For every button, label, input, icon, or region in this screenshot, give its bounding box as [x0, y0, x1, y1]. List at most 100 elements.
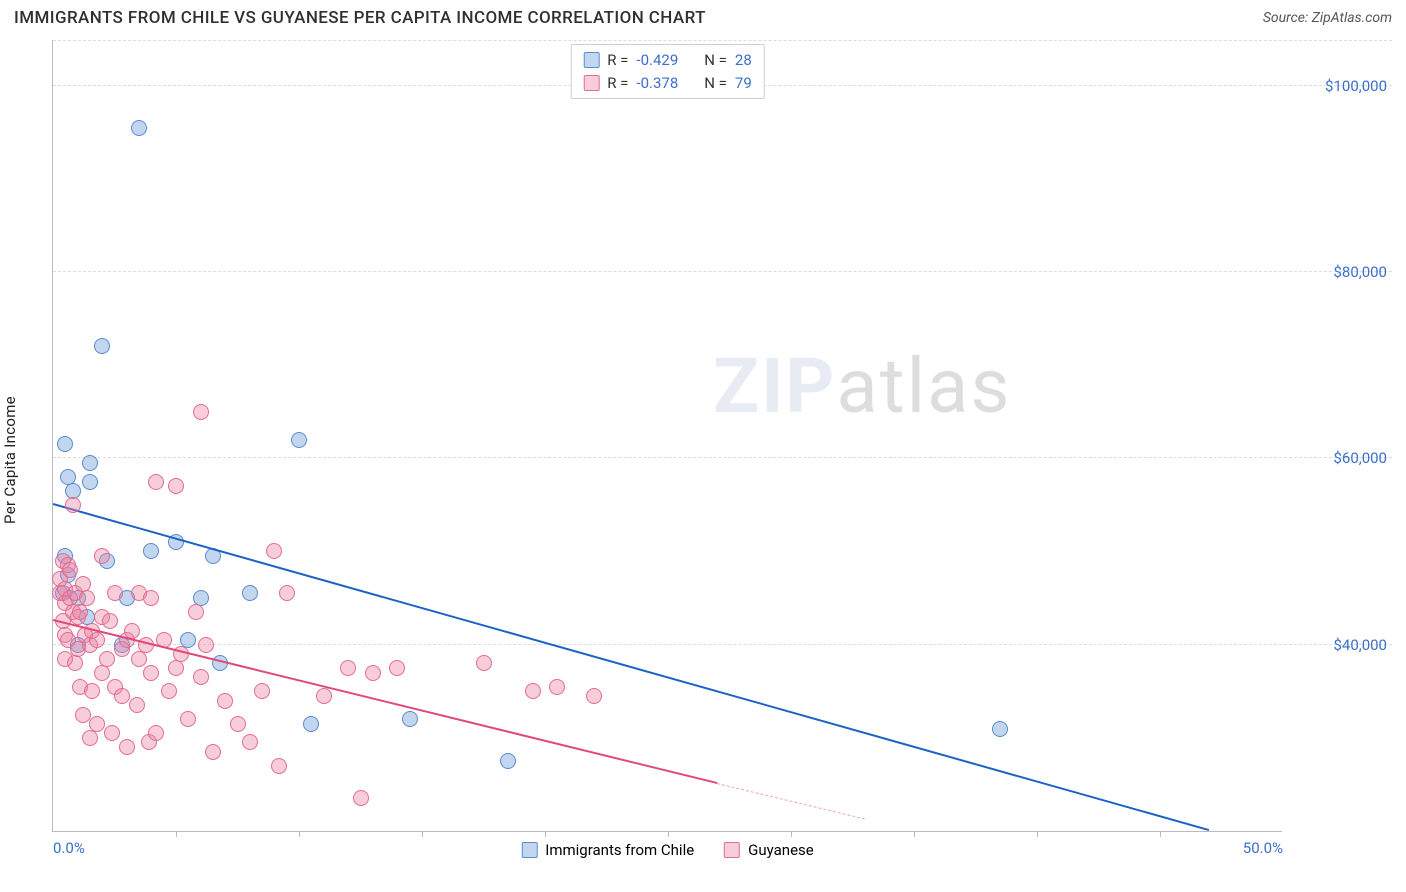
data-point-guyanese: [67, 655, 83, 671]
data-point-guyanese: [193, 404, 209, 420]
data-point-guyanese: [129, 697, 145, 713]
source-attribution: Source: ZipAtlas.com: [1263, 10, 1392, 26]
data-point-guyanese: [119, 739, 135, 755]
y-tick-label: $60,000: [1333, 449, 1387, 467]
data-point-guyanese: [525, 683, 541, 699]
data-point-guyanese: [353, 790, 369, 806]
n-label: N =: [704, 72, 727, 95]
data-point-guyanese: [104, 725, 120, 741]
data-point-guyanese: [279, 585, 295, 601]
x-minor-tick: [1160, 831, 1161, 837]
data-point-guyanese: [114, 688, 130, 704]
data-point-guyanese: [168, 478, 184, 494]
y-tick-label: $40,000: [1333, 636, 1387, 654]
data-point-chile: [402, 711, 418, 727]
data-point-guyanese: [72, 604, 88, 620]
legend-item-guyanese: Guyanese: [724, 841, 814, 859]
data-point-guyanese: [198, 637, 214, 653]
x-minor-tick: [176, 831, 177, 837]
data-point-guyanese: [242, 734, 258, 750]
y-gridline: [53, 40, 1392, 41]
legend-swatch: [583, 52, 599, 68]
legend-row-chile: R = -0.429 N = 28: [583, 49, 752, 72]
watermark: ZIPatlas: [713, 341, 1012, 431]
data-point-guyanese: [188, 604, 204, 620]
data-point-guyanese: [89, 632, 105, 648]
data-point-chile: [500, 753, 516, 769]
data-point-guyanese: [193, 669, 209, 685]
data-point-chile: [131, 120, 147, 136]
y-gridline: [53, 644, 1392, 645]
data-point-guyanese: [180, 711, 196, 727]
n-value: 79: [735, 72, 752, 95]
data-point-guyanese: [254, 683, 270, 699]
correlation-legend: R = -0.429 N = 28 R = -0.378 N = 79: [570, 44, 765, 99]
legend-swatch: [583, 75, 599, 91]
data-point-guyanese: [217, 693, 233, 709]
data-point-chile: [143, 543, 159, 559]
data-point-chile: [57, 436, 73, 452]
data-point-chile: [82, 474, 98, 490]
n-value: 28: [735, 49, 752, 72]
trend-line: [717, 783, 865, 819]
x-minor-tick: [545, 831, 546, 837]
data-point-guyanese: [89, 716, 105, 732]
data-point-guyanese: [99, 651, 115, 667]
scatter-plot-area: ZIPatlas R =-0.429N =28R =-0.378N =79 Im…: [52, 40, 1282, 832]
data-point-guyanese: [316, 688, 332, 704]
data-point-guyanese: [266, 543, 282, 559]
r-label: R =: [607, 72, 628, 95]
series-legend: Immigrants from Chile Guyanese: [521, 841, 814, 859]
legend-row-guyanese: R = -0.378 N = 79: [583, 72, 752, 95]
x-tick-label: 0.0%: [53, 839, 85, 857]
data-point-chile: [82, 455, 98, 471]
data-point-guyanese: [205, 744, 221, 760]
data-point-guyanese: [62, 562, 78, 578]
legend-label: Guyanese: [748, 841, 814, 859]
r-label: R =: [607, 49, 628, 72]
data-point-guyanese: [143, 590, 159, 606]
data-point-guyanese: [94, 548, 110, 564]
legend-swatch: [724, 842, 740, 858]
legend-label: Immigrants from Chile: [545, 841, 694, 859]
data-point-guyanese: [102, 613, 118, 629]
legend-item-chile: Immigrants from Chile: [521, 841, 694, 859]
data-point-guyanese: [79, 590, 95, 606]
data-point-guyanese: [94, 665, 110, 681]
data-point-guyanese: [107, 585, 123, 601]
data-point-guyanese: [340, 660, 356, 676]
data-point-guyanese: [476, 655, 492, 671]
data-point-guyanese: [549, 679, 565, 695]
legend-swatch: [521, 842, 537, 858]
data-point-guyanese: [365, 665, 381, 681]
y-gridline: [53, 271, 1392, 272]
r-value: -0.378: [636, 72, 678, 95]
y-axis-label: Per Capita Income: [1, 396, 19, 524]
data-point-guyanese: [148, 474, 164, 490]
x-minor-tick: [668, 831, 669, 837]
data-point-guyanese: [75, 707, 91, 723]
data-point-chile: [242, 585, 258, 601]
data-point-guyanese: [161, 683, 177, 699]
data-point-guyanese: [586, 688, 602, 704]
data-point-guyanese: [65, 497, 81, 513]
x-minor-tick: [914, 831, 915, 837]
r-value: -0.429: [636, 49, 678, 72]
x-minor-tick: [791, 831, 792, 837]
n-label: N =: [704, 49, 727, 72]
data-point-guyanese: [82, 730, 98, 746]
data-point-guyanese: [143, 665, 159, 681]
data-point-guyanese: [148, 725, 164, 741]
data-point-guyanese: [389, 660, 405, 676]
x-tick-label: 50.0%: [1243, 839, 1283, 857]
y-tick-label: $100,000: [1325, 77, 1387, 95]
data-point-guyanese: [131, 651, 147, 667]
x-minor-tick: [422, 831, 423, 837]
data-point-chile: [94, 338, 110, 354]
data-point-guyanese: [271, 758, 287, 774]
data-point-guyanese: [84, 683, 100, 699]
y-gridline: [53, 457, 1392, 458]
x-minor-tick: [1037, 831, 1038, 837]
y-tick-label: $80,000: [1333, 263, 1387, 281]
data-point-chile: [992, 721, 1008, 737]
